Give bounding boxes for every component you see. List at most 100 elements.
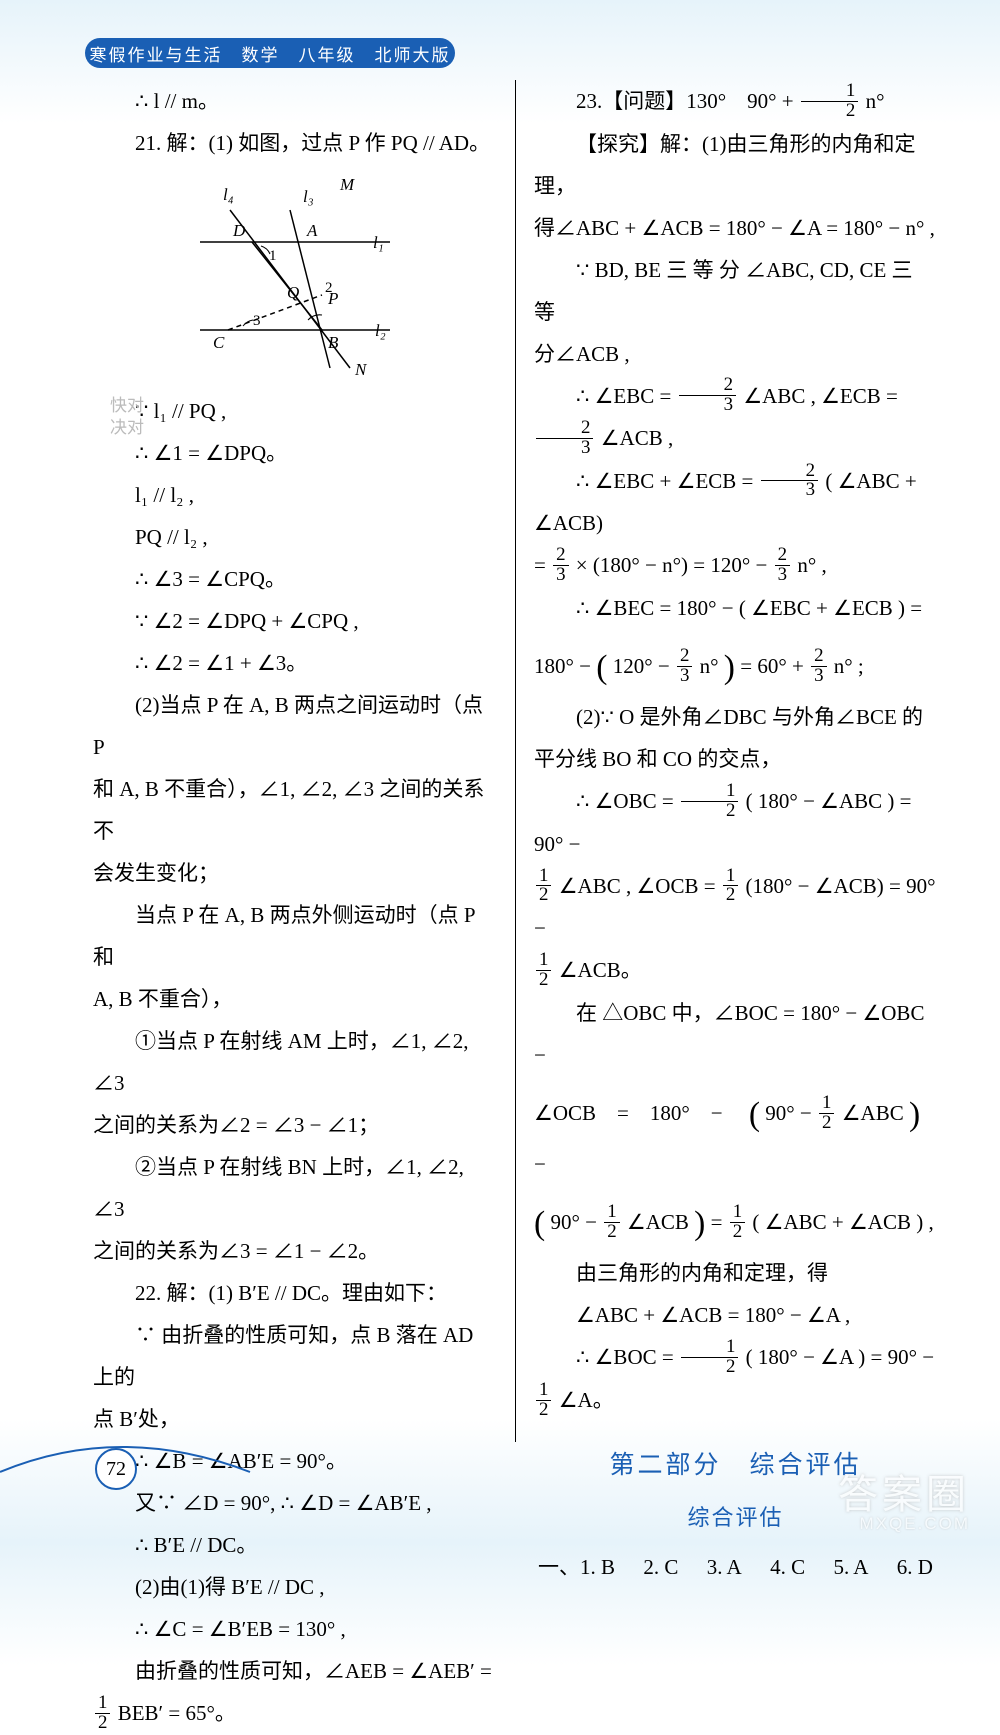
watermark-small: 快对 决对 [110, 395, 144, 439]
left-line: ∴ ∠2 = ∠1 + ∠3。 [93, 642, 497, 684]
right-line: 分∠ACB , [534, 333, 937, 375]
right-line: (2)∵ O 是外角∠DBC 与外角∠BCE 的 [534, 696, 937, 738]
right-line: ∴ ∠EBC = 23 ∠ABC , ∠ECB = 23 ∠ACB , [534, 375, 937, 460]
right-line: = 23 × (180° − n°) = 120° − 23 n° , [534, 544, 937, 587]
left-line: ①当点 P 在射线 AM 上时，∠1, ∠2, ∠3 [93, 1020, 497, 1104]
left-line: 又∵ ∠D = 90°, ∴ ∠D = ∠AB′E , [93, 1482, 497, 1524]
right-line: ∵ BD, BE 三 等 分 ∠ABC, CD, CE 三 等 [534, 249, 937, 333]
answer-item: 6. D [897, 1546, 933, 1588]
label-N: N [354, 360, 368, 379]
label-Q: Q [287, 283, 299, 302]
fraction-2-3: 23 [811, 647, 826, 686]
left-line: ∴ ∠1 = ∠DPQ。 [93, 432, 497, 474]
label-D: D [232, 221, 246, 240]
right-line: ∴ ∠BEC = 180° − ( ∠EBC + ∠ECB ) = [534, 587, 937, 629]
big-paren: ) [694, 1205, 705, 1242]
answers-prefix: 一、1. B [538, 1546, 615, 1588]
watermark-url: MXQE.COM [860, 1514, 970, 1534]
diagram-svg: M l₄ l₃ D A l₁ 1 Q P 2 3 C B l₂ N [175, 170, 415, 380]
left-line: 由折叠的性质可知，∠AEB = ∠AEB′ = [93, 1650, 497, 1692]
left-line: A, B 不重合）， [93, 978, 497, 1020]
left-line: 22. 解：(1) B′E // DC。理由如下： [93, 1272, 497, 1314]
label-A: A [306, 221, 318, 240]
fraction-half: 12 [604, 1203, 619, 1242]
fraction-half: 12 [801, 82, 858, 121]
right-line: 180° − ( 120° − 23 n° ) = 60° + 23 n° ; [534, 629, 937, 696]
fraction-half: 12 [681, 1338, 738, 1377]
left-line: ∴ B′E // DC。 [93, 1524, 497, 1566]
right-line: 由三角形的内角和定理，得 [534, 1252, 937, 1294]
left-line: ②当点 P 在射线 BN 上时，∠1, ∠2, ∠3 [93, 1146, 497, 1230]
right-line: ∠OCB = 180° − ( 90° − 12 ∠ABC ) − [534, 1076, 937, 1185]
left-line: 21. 解：(1) 如图，过点 P 作 PQ // AD。 [93, 122, 497, 164]
label-l2: l₂ [375, 321, 386, 340]
right-line: 得∠ABC + ∠ACB = 180° − ∠A = 180° − n° , [534, 207, 937, 249]
fraction-half: 12 [730, 1203, 745, 1242]
fraction-2-3: 23 [679, 376, 736, 415]
fraction-2-3: 23 [553, 546, 568, 585]
left-line: (2)由(1)得 B′E // DC , [93, 1566, 497, 1608]
header-band: 寒假作业与生活 数学 八年级 北师大版 [85, 38, 455, 68]
label-l3: l₃ [303, 187, 314, 206]
left-line: ∴ ∠C = ∠B′EB = 130° , [93, 1608, 497, 1650]
left-line: 之间的关系为∠3 = ∠1 − ∠2。 [93, 1230, 497, 1272]
watermark-big: 答案圈 [838, 1462, 970, 1520]
answer-item: 3. A [707, 1546, 742, 1588]
right-line: 12 ∠A。 [534, 1379, 937, 1422]
left-line: PQ // l₂ , [93, 516, 497, 558]
left-line: ∵ 由折叠的性质可知，点 B 落在 AD 上的 [93, 1314, 497, 1398]
left-line: l₁ // l₂ , [93, 474, 497, 516]
right-line: ∴ ∠BOC = 12 ( 180° − ∠A ) = 90° − [534, 1336, 937, 1379]
big-paren: ( [749, 1096, 760, 1133]
fraction-half: 12 [536, 867, 551, 906]
left-line: ∵ ∠2 = ∠DPQ + ∠CPQ , [93, 600, 497, 642]
right-line: 平分线 BO 和 CO 的交点， [534, 738, 937, 780]
right-column: 23.【问题】130° 90° + 12 n° 【探究】解：(1)由三角形的内角… [515, 80, 945, 1442]
fraction-2-3: 23 [677, 647, 692, 686]
left-line: 之间的关系为∠2 = ∠3 − ∠1； [93, 1104, 497, 1146]
right-line: 12 ∠ABC , ∠OCB = 12 (180° − ∠ACB) = 90° … [534, 865, 937, 950]
fraction-half: 12 [536, 1381, 551, 1420]
left-line: 当点 P 在 A, B 两点外侧运动时（点 P 和 [93, 894, 497, 978]
fraction-half: 12 [95, 1694, 110, 1733]
right-line: 在 △OBC 中，∠BOC = 180° − ∠OBC − [534, 992, 937, 1076]
answer-item: 4. C [770, 1546, 805, 1588]
label-l4: l₄ [223, 185, 234, 204]
label-3: 3 [253, 313, 261, 329]
left-column: ∴ l // m。 21. 解：(1) 如图，过点 P 作 PQ // AD。 … [85, 80, 515, 1442]
big-paren: ) [909, 1096, 920, 1133]
fraction-2-3: 23 [775, 546, 790, 585]
geometry-diagram: M l₄ l₃ D A l₁ 1 Q P 2 3 C B l₂ N [93, 170, 497, 380]
label-M: M [339, 175, 355, 194]
fraction-half: 12 [723, 867, 738, 906]
left-line: ∴ ∠3 = ∠CPQ。 [93, 558, 497, 600]
answer-item: 2. C [643, 1546, 678, 1588]
fraction-half: 12 [681, 782, 738, 821]
big-paren: ) [724, 649, 735, 686]
label-1: 1 [269, 248, 277, 264]
fraction-2-3: 23 [761, 462, 818, 501]
left-line: 和 A, B 不重合），∠1, ∠2, ∠3 之间的关系不 [93, 768, 497, 852]
fraction-half: 12 [819, 1094, 834, 1133]
big-paren: ( [596, 649, 607, 686]
label-2: 2 [325, 280, 333, 296]
left-line: 会发生变化； [93, 852, 497, 894]
header-text: 寒假作业与生活 数学 八年级 北师大版 [90, 41, 451, 66]
left-line: 12 BEB′ = 65°。 [93, 1692, 497, 1735]
page-number: 72 [95, 1448, 137, 1490]
label-C: C [213, 333, 225, 352]
label-B: B [328, 333, 339, 352]
right-line: ( 90° − 12 ∠ACB ) = 12 ( ∠ABC + ∠ACB ) , [534, 1185, 937, 1252]
fraction-half: 12 [536, 951, 551, 990]
right-line: ∴ ∠OBC = 12 ( 180° − ∠ABC ) = 90° − [534, 780, 937, 865]
right-line: ∠ABC + ∠ACB = 180° − ∠A , [534, 1294, 937, 1336]
left-line: ∴ l // m。 [93, 80, 497, 122]
big-paren: ( [534, 1205, 545, 1242]
fraction-2-3: 23 [536, 419, 593, 458]
right-line: 【探究】解：(1)由三角形的内角和定理， [534, 123, 937, 207]
label-l1: l₁ [373, 233, 384, 252]
right-line: 12 ∠ACB。 [534, 949, 937, 992]
left-line: 点 B′处， [93, 1398, 497, 1440]
answers-row: 一、1. B 2. C 3. A 4. C 5. A 6. D [534, 1546, 937, 1588]
answer-item: 5. A [833, 1546, 868, 1588]
